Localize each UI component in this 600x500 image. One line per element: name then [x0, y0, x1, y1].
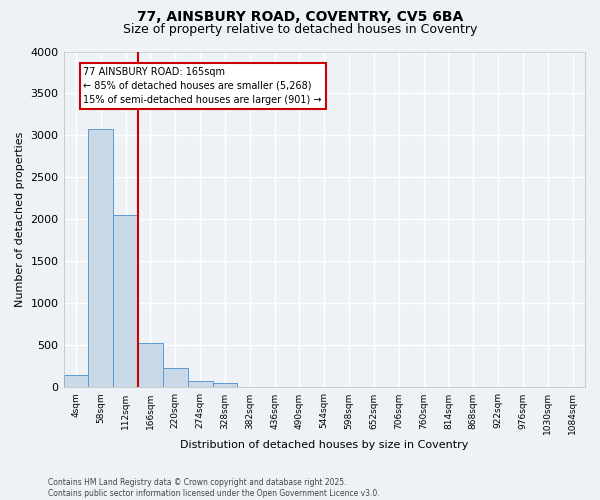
Bar [113, 216, 138, 388]
Bar [64, 375, 88, 388]
Text: 77, AINSBURY ROAD, COVENTRY, CV5 6BA: 77, AINSBURY ROAD, COVENTRY, CV5 6BA [137, 10, 463, 24]
Text: Size of property relative to detached houses in Coventry: Size of property relative to detached ho… [123, 22, 477, 36]
X-axis label: Distribution of detached houses by size in Coventry: Distribution of detached houses by size … [180, 440, 469, 450]
Bar [163, 368, 188, 388]
Text: 77 AINSBURY ROAD: 165sqm
← 85% of detached houses are smaller (5,268)
15% of sem: 77 AINSBURY ROAD: 165sqm ← 85% of detach… [83, 66, 322, 104]
Bar [212, 384, 238, 388]
Bar [138, 343, 163, 388]
Bar [88, 129, 113, 388]
Y-axis label: Number of detached properties: Number of detached properties [15, 132, 25, 307]
Text: Contains HM Land Registry data © Crown copyright and database right 2025.
Contai: Contains HM Land Registry data © Crown c… [48, 478, 380, 498]
Bar [188, 380, 212, 388]
